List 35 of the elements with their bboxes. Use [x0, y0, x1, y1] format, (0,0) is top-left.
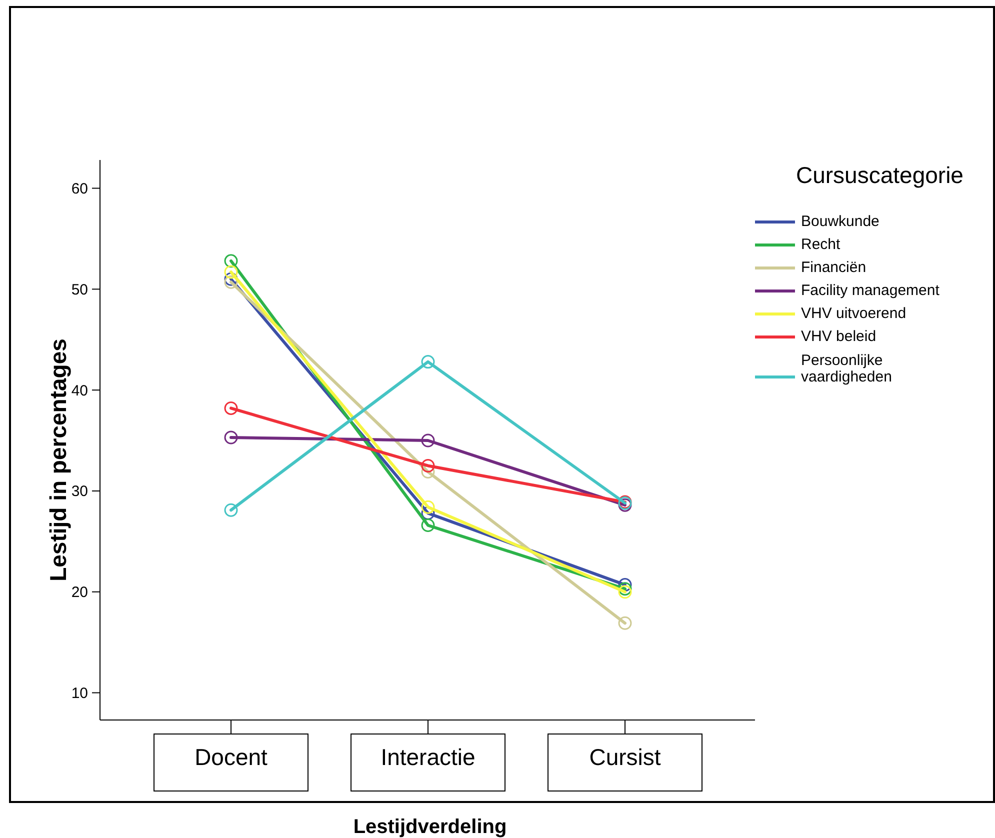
x-tick-label: Cursist [589, 744, 662, 770]
y-tick-label: 10 [71, 685, 88, 702]
point [421, 458, 435, 472]
legend-label: VHV uitvoerend [801, 304, 906, 322]
point [618, 585, 632, 599]
legend-label: VHV beleid [801, 328, 876, 345]
legend-label: Facility management [801, 282, 940, 299]
y-tick-label: 30 [71, 483, 88, 500]
point [224, 503, 238, 517]
point [421, 434, 435, 448]
point [421, 355, 435, 369]
legend-label: Bouwkunde [801, 212, 880, 230]
legend-label: Recht [801, 236, 842, 253]
y-tick-label: 40 [71, 382, 88, 400]
point [224, 272, 238, 286]
point [618, 582, 632, 596]
point [618, 616, 632, 630]
legend-label: Persoonlijke vaardigheden [801, 352, 892, 386]
point [224, 275, 238, 289]
y-tick-label: 20 [71, 584, 88, 602]
legend-label: Financiën [801, 258, 866, 276]
point [224, 430, 238, 444]
y-tick-label: 60 [71, 180, 88, 198]
y-axis-title: Lestijd in percentages [45, 338, 72, 582]
x-axis-title: Lestijdverdeling [353, 816, 507, 838]
point [224, 254, 238, 268]
y-tick-label: 50 [71, 281, 88, 298]
x-tick-label: Docent [194, 744, 268, 770]
legend-title: Cursuscategorie [796, 162, 964, 188]
point [224, 265, 238, 279]
point [421, 518, 435, 532]
point [421, 500, 435, 514]
x-tick-label: Interactie [380, 744, 476, 770]
point [421, 465, 435, 479]
point [224, 401, 238, 415]
